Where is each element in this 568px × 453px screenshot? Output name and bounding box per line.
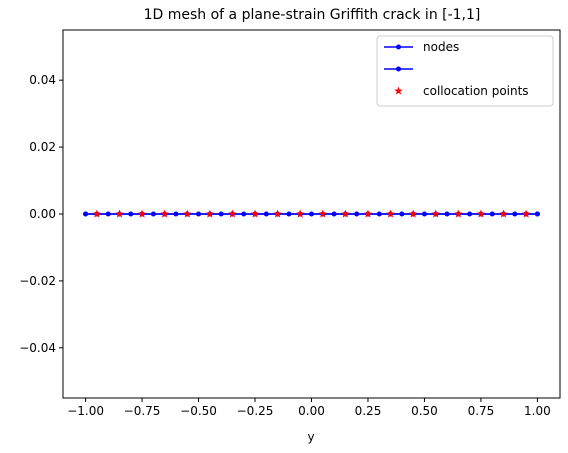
collocation-point (363, 209, 373, 218)
collocation-point (115, 209, 124, 218)
collocation-point (228, 209, 237, 218)
x-tick-label: 0.50 (411, 404, 438, 418)
x-tick-label: 0.75 (468, 404, 495, 418)
x-tick-label: 0.00 (298, 404, 325, 418)
x-tick-label: −0.50 (180, 404, 217, 418)
collocation-point (521, 209, 531, 218)
collocation-point (160, 209, 169, 218)
legend: nodes collocation points (376, 35, 554, 107)
collocation-point (318, 209, 328, 218)
legend-collocation-label: collocation points (423, 84, 529, 98)
chart-title: 1D mesh of a plane-strain Griffith crack… (144, 7, 481, 23)
collocation-point (92, 209, 102, 218)
y-tick-label: 0.04 (29, 73, 56, 87)
collocation-point (205, 209, 215, 218)
collocation-point (250, 209, 260, 218)
y-tick-label: 0.02 (29, 140, 56, 154)
legend-unnamed-marker (396, 66, 401, 72)
y-tick-label: 0.00 (29, 207, 56, 221)
collocation-point (454, 209, 463, 218)
series-1-point (534, 211, 540, 217)
collocation-point (499, 209, 508, 218)
collocation-point (182, 209, 192, 218)
collocation-point (341, 209, 350, 218)
legend-nodes-label: nodes (423, 40, 459, 54)
y-tick-label: −0.02 (19, 274, 56, 288)
x-tick-label: 1.00 (524, 404, 551, 418)
x-tick-label: −0.25 (237, 404, 274, 418)
collocation-point (476, 209, 486, 218)
y-tick-label: −0.04 (19, 341, 56, 355)
legend-collocation-marker (394, 86, 403, 95)
x-tick-label: 0.25 (355, 404, 382, 418)
collocation-point (295, 209, 305, 218)
x-tick-label: −1.00 (67, 404, 104, 418)
x-tick-label: −0.75 (124, 404, 161, 418)
collocation-point (137, 209, 147, 218)
collocation-point (386, 209, 395, 218)
series-1-point (83, 211, 89, 217)
collocation-point (431, 209, 441, 218)
collocation-point (273, 209, 282, 218)
axis-ticks: −1.00 −0.75 −0.50 −0.25 0.00 0.25 0.50 0.75 1.00… (19, 73, 551, 418)
legend-box (376, 35, 554, 107)
plot-marks (83, 209, 540, 218)
legend-nodes-marker (396, 44, 401, 50)
x-axis-label: y (307, 430, 314, 444)
collocation-point (408, 209, 418, 218)
